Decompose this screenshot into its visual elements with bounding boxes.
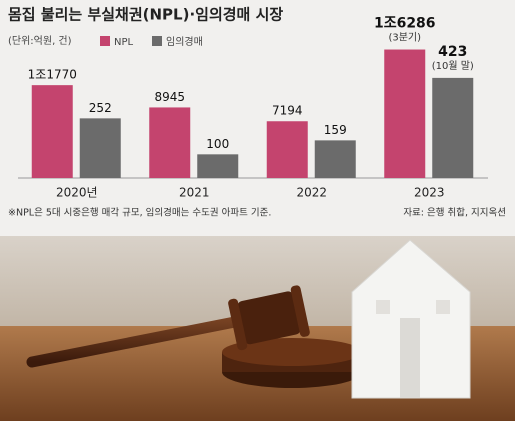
chart-title: 몸집 불리는 부실채권(NPL)·임의경매 시장 (8, 6, 283, 24)
footnote: ※NPL은 5대 시중은행 매각 규모, 임의경매는 수도권 아파트 기준. (8, 207, 271, 219)
value-label: 423 (438, 44, 467, 60)
x-tick-label: 2020년 (56, 186, 98, 200)
annotation: (10월 말) (432, 60, 474, 72)
unit-label: (단위:억원, 건) (8, 34, 72, 47)
bar (266, 121, 308, 178)
photo (0, 236, 515, 421)
value-label: 8945 (154, 90, 185, 104)
x-tick-label: 2023 (414, 186, 445, 200)
x-tick-label: 2021 (179, 186, 210, 200)
bar (384, 49, 426, 178)
annotation: (3분기) (388, 32, 421, 44)
bar (314, 140, 356, 178)
bar (197, 154, 239, 178)
legend-swatch (100, 36, 110, 46)
legend-label: 임의경매 (166, 35, 203, 48)
value-label: 1조6286 (374, 16, 436, 32)
legend-swatch (152, 36, 162, 46)
value-label: 100 (206, 137, 229, 151)
value-label: 252 (89, 101, 112, 115)
value-label: 1조1770 (28, 68, 77, 82)
bar (79, 118, 121, 178)
source: 자료: 은행 취합, 지지옥션 (403, 207, 506, 219)
bar (31, 85, 73, 178)
legend-label: NPL (114, 37, 134, 48)
bar (432, 77, 474, 178)
bar (149, 107, 191, 178)
x-tick-label: 2022 (296, 186, 327, 200)
value-label: 159 (324, 123, 347, 137)
chart-background (0, 0, 515, 236)
value-label: 7194 (272, 104, 303, 118)
